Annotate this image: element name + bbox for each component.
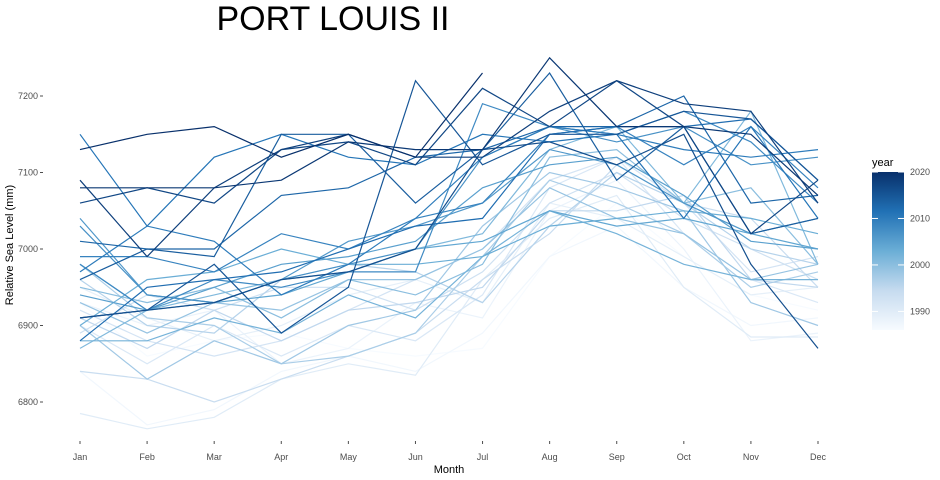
series-line-1997: [79, 179, 819, 365]
series-line-2018: [79, 80, 819, 258]
series-line-2020: [79, 72, 483, 158]
y-axis: 6800 6900 7000 7100 7200: [18, 91, 43, 407]
series-line-2000: [79, 148, 819, 319]
series-line-2002: [80, 210, 818, 342]
legend-tick-label: 2010: [910, 213, 930, 223]
legend-colorbar: [872, 172, 904, 330]
legend-ticks: 1990 2000 2010 2020: [872, 167, 930, 316]
legend-tick-label: 2000: [910, 260, 930, 270]
chart-title: PORT LOUIS II: [216, 0, 449, 38]
y-tick-label: 7000: [18, 244, 38, 254]
series-lines: [79, 56, 819, 430]
series-line-1998: [79, 171, 819, 380]
x-tick-label: Feb: [139, 452, 155, 462]
x-tick-label: Jul: [477, 452, 489, 462]
legend-tick-label: 2020: [910, 167, 930, 177]
series-line-1994: [79, 164, 819, 403]
series-line-1999: [79, 187, 819, 334]
series-line-2003: [79, 210, 819, 326]
series-line-2015: [79, 79, 819, 334]
series-line-1988: [79, 179, 819, 365]
series-line-2012: [79, 118, 819, 342]
series-line-2016: [79, 133, 819, 349]
series-line-2001: [79, 110, 819, 349]
y-tick-label: 6800: [18, 397, 38, 407]
x-tick-label: Mar: [206, 452, 222, 462]
x-axis-title: Month: [434, 464, 465, 476]
y-tick-label: 7200: [18, 91, 38, 101]
x-tick-label: Oct: [677, 452, 692, 462]
series-line-2017: [79, 79, 819, 235]
legend-tick-label: 1990: [910, 306, 930, 316]
series-line-2010: [79, 125, 819, 296]
x-axis: Jan Feb Mar Apr May Jun Jul Aug Sep Oct Nov Dec: [73, 441, 827, 462]
x-tick-label: Jan: [73, 452, 88, 462]
series-line-2019: [80, 56, 819, 196]
x-tick-label: Apr: [274, 452, 288, 462]
series-line-2007: [79, 125, 819, 304]
series-line-2009: [80, 125, 819, 273]
x-tick-label: Dec: [810, 452, 827, 462]
y-axis-title: Relative Sea Level (mm): [4, 185, 16, 305]
series-line-1987: [79, 225, 819, 426]
x-tick-label: Jun: [408, 452, 423, 462]
x-tick-label: Sep: [609, 452, 625, 462]
y-tick-label: 6900: [18, 321, 38, 331]
legend: year 1990 2000 2010 2020: [872, 157, 930, 330]
legend-title: year: [872, 157, 894, 169]
series-line-2013: [79, 95, 819, 250]
x-tick-label: Aug: [542, 452, 558, 462]
x-tick-label: May: [340, 452, 358, 462]
x-tick-label: Nov: [743, 452, 760, 462]
series-line-1990: [79, 194, 818, 430]
y-tick-label: 7100: [18, 168, 38, 178]
